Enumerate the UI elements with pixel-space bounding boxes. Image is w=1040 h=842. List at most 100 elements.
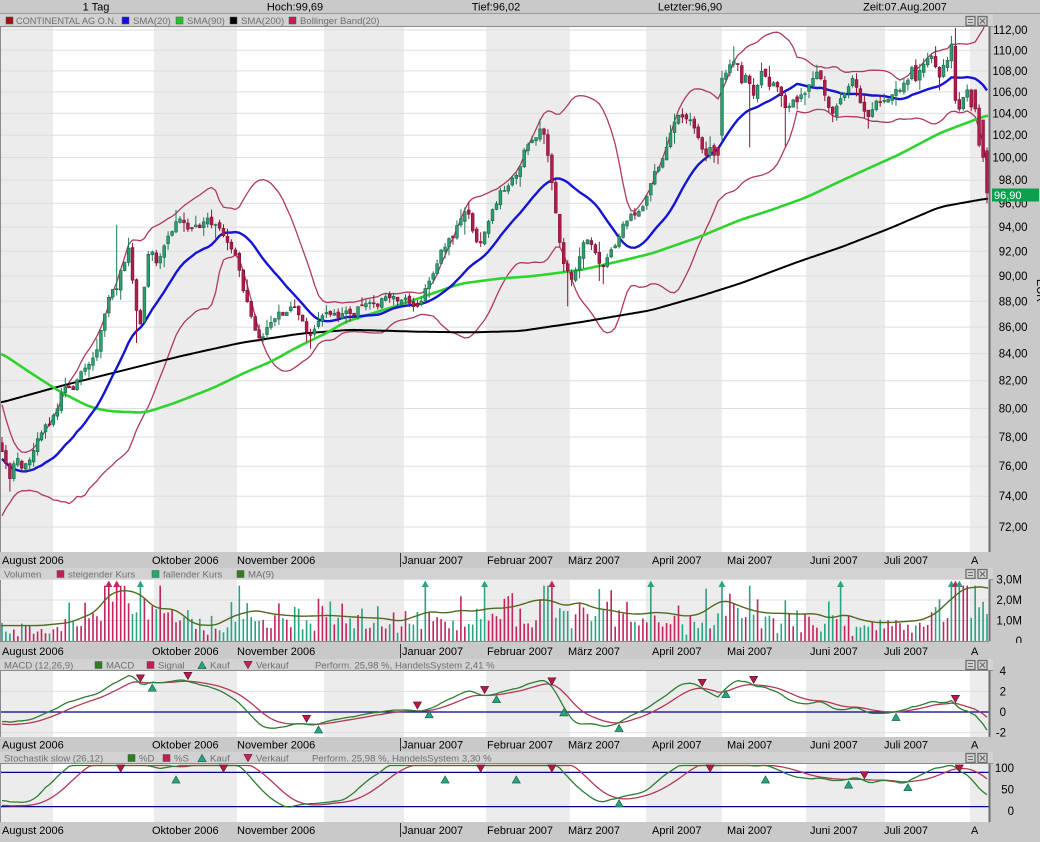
svg-text:August 2006: August 2006 xyxy=(2,740,64,752)
svg-text:A: A xyxy=(971,646,979,658)
svg-text:Januar 2007: Januar 2007 xyxy=(402,740,463,752)
svg-text:November 2006: November 2006 xyxy=(237,646,315,658)
svg-text:80,00: 80,00 xyxy=(999,404,1028,416)
svg-text:März 2007: März 2007 xyxy=(568,646,620,658)
svg-text:74,00: 74,00 xyxy=(999,491,1028,503)
svg-text:96,90: 96,90 xyxy=(994,190,1022,202)
svg-text:Juli 2007: Juli 2007 xyxy=(884,646,928,658)
svg-text:78,00: 78,00 xyxy=(999,432,1028,444)
svg-text:Tief:96,02: Tief:96,02 xyxy=(472,2,521,14)
svg-text:Oktober 2006: Oktober 2006 xyxy=(152,740,219,752)
svg-text:104,00: 104,00 xyxy=(992,108,1027,120)
svg-text:Kauf: Kauf xyxy=(210,661,230,672)
svg-text:Mai 2007: Mai 2007 xyxy=(727,825,772,837)
svg-text:Zeit:07.Aug.2007: Zeit:07.Aug.2007 xyxy=(863,2,947,14)
svg-text:108,00: 108,00 xyxy=(992,66,1027,78)
svg-text:2: 2 xyxy=(1000,686,1006,698)
svg-text:50: 50 xyxy=(1001,785,1014,797)
svg-text:%D: %D xyxy=(139,754,155,765)
svg-text:106,00: 106,00 xyxy=(992,87,1027,99)
svg-text:90,00: 90,00 xyxy=(999,271,1028,283)
svg-text:August 2006: August 2006 xyxy=(2,555,64,567)
svg-text:100: 100 xyxy=(995,763,1014,775)
svg-text:November 2006: November 2006 xyxy=(237,555,315,567)
svg-text:1,0M: 1,0M xyxy=(996,616,1022,628)
svg-text:0: 0 xyxy=(1016,636,1022,648)
svg-text:April 2007: April 2007 xyxy=(652,825,702,837)
svg-text:Oktober 2006: Oktober 2006 xyxy=(152,825,219,837)
svg-text:Stochastik slow (26,12): Stochastik slow (26,12) xyxy=(4,754,103,765)
svg-text:0: 0 xyxy=(1000,707,1006,719)
svg-text:März 2007: März 2007 xyxy=(568,555,620,567)
svg-text:November 2006: November 2006 xyxy=(237,825,315,837)
svg-text:110,00: 110,00 xyxy=(993,45,1027,57)
svg-text:SMA(20): SMA(20) xyxy=(133,16,171,27)
svg-text:Signal: Signal xyxy=(158,661,185,672)
svg-text:MACD: MACD xyxy=(106,661,134,672)
svg-text:Kauf: Kauf xyxy=(210,754,230,765)
svg-text:A: A xyxy=(971,740,979,752)
svg-text:72,00: 72,00 xyxy=(999,522,1028,534)
svg-text:EUR: EUR xyxy=(1034,279,1040,302)
svg-text:84,00: 84,00 xyxy=(999,349,1028,361)
svg-text:März 2007: März 2007 xyxy=(568,825,620,837)
svg-text:4: 4 xyxy=(1000,666,1007,678)
svg-text:98,00: 98,00 xyxy=(999,175,1028,187)
svg-text:94,00: 94,00 xyxy=(999,222,1028,234)
svg-text:Januar 2007: Januar 2007 xyxy=(402,825,463,837)
svg-text:88,00: 88,00 xyxy=(999,296,1028,308)
svg-text:August 2006: August 2006 xyxy=(2,825,64,837)
svg-text:April 2007: April 2007 xyxy=(652,646,702,658)
svg-text:92,00: 92,00 xyxy=(999,246,1028,258)
svg-text:Perform. 25,98 %, HandelsSyste: Perform. 25,98 %, HandelsSystem 3,30 % xyxy=(312,754,492,765)
svg-text:Volumen: Volumen xyxy=(4,570,41,581)
svg-text:Oktober 2006: Oktober 2006 xyxy=(152,646,219,658)
svg-text:Juni 2007: Juni 2007 xyxy=(810,646,858,658)
svg-text:0: 0 xyxy=(1008,806,1014,818)
svg-text:MA(9): MA(9) xyxy=(248,570,274,581)
svg-text:A: A xyxy=(971,825,979,837)
svg-text:Mai 2007: Mai 2007 xyxy=(727,740,772,752)
svg-text:100,00: 100,00 xyxy=(992,153,1027,165)
svg-text:Juni 2007: Juni 2007 xyxy=(810,825,858,837)
svg-text:CONTINENTAL AG O.N.: CONTINENTAL AG O.N. xyxy=(16,16,117,26)
svg-text:112,00: 112,00 xyxy=(993,25,1027,37)
svg-text:Januar 2007: Januar 2007 xyxy=(402,555,463,567)
svg-text:Verkauf: Verkauf xyxy=(256,661,289,672)
svg-text:Februar 2007: Februar 2007 xyxy=(487,740,553,752)
svg-text:SMA(90): SMA(90) xyxy=(187,16,225,27)
svg-text:Juni 2007: Juni 2007 xyxy=(810,740,858,752)
svg-text:1 Tag: 1 Tag xyxy=(83,2,110,14)
svg-text:Oktober 2006: Oktober 2006 xyxy=(152,555,219,567)
svg-text:Juli 2007: Juli 2007 xyxy=(884,740,928,752)
svg-text:102,00: 102,00 xyxy=(992,130,1027,142)
svg-text:August 2006: August 2006 xyxy=(2,646,64,658)
svg-text:Bollinger Band(20): Bollinger Band(20) xyxy=(300,16,379,27)
svg-text:Februar 2007: Februar 2007 xyxy=(487,646,553,658)
svg-text:Perform. 25,98 %, HandelsSyste: Perform. 25,98 %, HandelsSystem 2,41 % xyxy=(315,661,495,672)
svg-text:April 2007: April 2007 xyxy=(652,555,702,567)
svg-text:76,00: 76,00 xyxy=(999,461,1028,473)
svg-text:86,00: 86,00 xyxy=(999,322,1028,334)
svg-text:Letzter:96,90: Letzter:96,90 xyxy=(658,2,722,14)
svg-text:April 2007: April 2007 xyxy=(652,740,702,752)
svg-text:Juli 2007: Juli 2007 xyxy=(884,825,928,837)
svg-text:März 2007: März 2007 xyxy=(568,740,620,752)
svg-text:Verkauf: Verkauf xyxy=(256,754,289,765)
svg-text:Februar 2007: Februar 2007 xyxy=(487,555,553,567)
svg-text:2,0M: 2,0M xyxy=(996,595,1022,607)
svg-text:A: A xyxy=(971,555,979,567)
svg-text:3,0M: 3,0M xyxy=(996,575,1022,587)
svg-text:82,00: 82,00 xyxy=(999,376,1028,388)
svg-text:Juli 2007: Juli 2007 xyxy=(884,555,928,567)
svg-text:%S: %S xyxy=(174,754,189,765)
svg-text:Mai 2007: Mai 2007 xyxy=(727,555,772,567)
svg-text:November 2006: November 2006 xyxy=(237,740,315,752)
svg-text:MACD (12,26,9): MACD (12,26,9) xyxy=(4,661,73,672)
svg-text:Februar 2007: Februar 2007 xyxy=(487,825,553,837)
svg-text:steigender Kurs: steigender Kurs xyxy=(68,570,135,581)
svg-text:-2: -2 xyxy=(996,728,1006,740)
svg-text:fallender Kurs: fallender Kurs xyxy=(163,570,222,581)
svg-text:Juni 2007: Juni 2007 xyxy=(810,555,858,567)
svg-text:Januar 2007: Januar 2007 xyxy=(402,646,463,658)
